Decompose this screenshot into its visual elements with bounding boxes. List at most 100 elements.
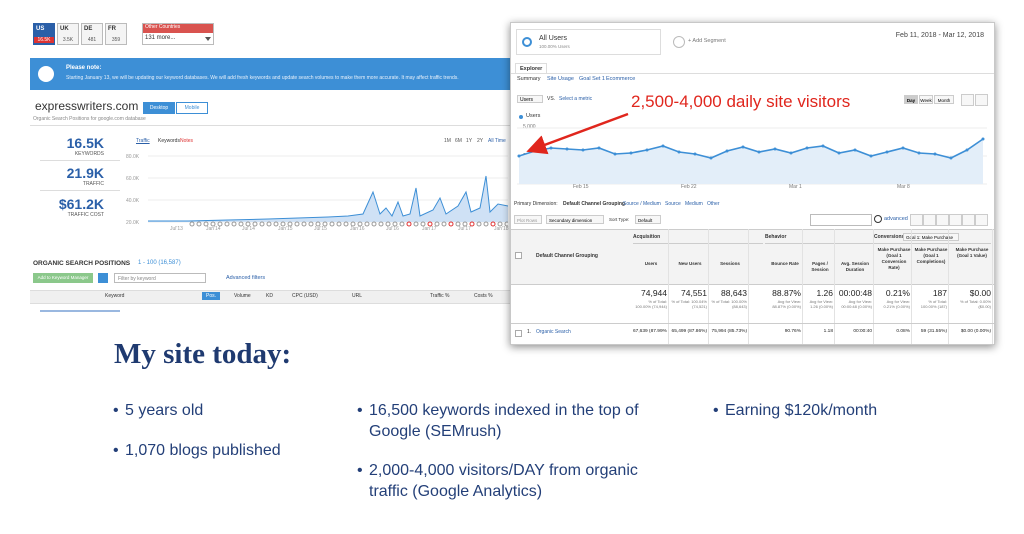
add-button: Add to Keyword Manager (33, 273, 93, 283)
users-point (645, 148, 649, 152)
row-index: 1. (527, 329, 532, 335)
column-header: Bounce Rate (771, 261, 799, 266)
column-rule (873, 229, 874, 344)
sort-type: Sort Type: (609, 217, 630, 222)
notice-text: Starting January 13, we will be updating… (66, 75, 459, 81)
metric-divider (40, 160, 120, 161)
database-tab: US 16.5K (33, 23, 55, 45)
users-point (725, 149, 729, 153)
users-point (709, 156, 713, 160)
metric-label: TRAFFIC COST (67, 212, 104, 218)
bullet: 16,500 keywords indexed in the top of Go… (357, 400, 669, 442)
column-header: Sessions (720, 261, 740, 266)
x-label: Jul'15 (314, 226, 327, 232)
table-column: Pos. (202, 292, 221, 300)
domain: expresswriters.com (35, 99, 139, 113)
total-sub: Avg for View: 0.21% (0.00%) (883, 299, 910, 309)
column-rule (992, 229, 993, 344)
event-marker (336, 221, 342, 227)
report-tab: Goal Set 1 (579, 76, 605, 82)
event-marker (399, 221, 405, 227)
database-code: FR (108, 26, 116, 32)
primary-dimension: Primary Dimension: (514, 201, 558, 207)
column-group: Behavior (765, 234, 787, 240)
table-column: Costs % (474, 293, 493, 299)
users-point (869, 154, 873, 158)
x-label: Jan'18 (494, 226, 509, 232)
users-point (821, 144, 825, 148)
users-point (693, 152, 697, 156)
event-marker (462, 221, 468, 227)
x-label: Jul'16 (386, 226, 399, 232)
users-point (805, 146, 809, 150)
report-tab: Site Usage (547, 76, 574, 82)
checkbox (515, 252, 522, 259)
column-header: Default Channel Grouping (536, 253, 598, 259)
event-marker (322, 221, 328, 227)
group-rule (874, 243, 991, 244)
column-group: Conversions (874, 234, 905, 240)
range-tab: 6M (455, 138, 462, 144)
total-value: 187 (932, 288, 947, 298)
event-marker (476, 221, 482, 227)
event-marker (196, 221, 202, 227)
total-sub: % of Total: 100.00% (88,643) (711, 299, 747, 309)
chart-tab: Keywords (158, 138, 180, 144)
users-point (917, 151, 921, 155)
bullet: 5 years old (113, 400, 355, 421)
event-marker (455, 221, 461, 227)
metric-value: 16.5K (66, 135, 104, 151)
event-marker (252, 221, 258, 227)
event-marker (497, 221, 503, 227)
checkbox (515, 330, 522, 337)
column-header: Make Purchase (Goal 1 Completions) (914, 247, 948, 264)
group-rule (633, 243, 763, 244)
event-marker (343, 221, 349, 227)
users-point (661, 144, 665, 148)
users-point (789, 151, 793, 155)
dropdown-caret (205, 37, 211, 41)
dimension-link: Default Channel Grouping (563, 201, 625, 207)
device-toggle: Mobile (176, 102, 208, 114)
bullet: 1,070 blogs published (113, 440, 355, 461)
total-value: 74,944 (641, 288, 667, 298)
users-point (773, 147, 777, 151)
column-header: Make Purchase (Goal 1 Value) (955, 247, 989, 258)
column-rule (668, 229, 669, 344)
event-marker (308, 221, 314, 227)
database-code: UK (60, 26, 69, 32)
row-name: Organic Search (536, 329, 571, 335)
add-segment: + Add Segment (688, 38, 726, 44)
row-cell: 75,994 (85.73%) (711, 329, 747, 334)
event-marker (210, 221, 216, 227)
users-point (597, 146, 601, 150)
users-point (949, 156, 953, 160)
traffic-area (148, 176, 508, 222)
metric-dropdown: Users (517, 95, 543, 103)
column-rule (911, 229, 912, 344)
users-point (549, 146, 553, 150)
chart-type-icon (975, 94, 988, 106)
view-icon (949, 214, 962, 226)
x-label: Jan'14 (206, 226, 221, 232)
event-marker (413, 221, 419, 227)
goal-select: Goal 1: Make Purchase (903, 233, 959, 241)
metric-value: $61.2K (58, 196, 104, 212)
select-metric: Select a metric (559, 96, 593, 102)
legend-label: Users (526, 113, 541, 119)
chart-type-icon (961, 94, 974, 106)
x-label: Feb 15 (573, 184, 589, 190)
x-label: Jul'14 (242, 226, 255, 232)
column-header: Users (644, 261, 658, 266)
event-marker (224, 221, 230, 227)
countries-dropdown: 131 more... (145, 35, 176, 41)
dimension-link: Medium (685, 201, 703, 207)
event-marker (259, 221, 265, 227)
segment-box: All Users 100.00% Users (516, 29, 661, 55)
report-tab: Ecommerce (606, 76, 636, 82)
users-point (933, 152, 937, 156)
table-column: CPC (USD) (292, 293, 318, 299)
event-marker (420, 221, 426, 227)
x-label: Mar 8 (897, 184, 910, 190)
